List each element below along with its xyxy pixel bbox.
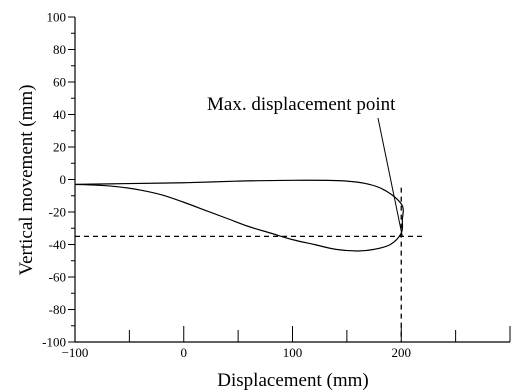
y-tick-label: -40 (49, 237, 66, 252)
y-tick-label: 20 (53, 140, 66, 155)
y-tick-label: -60 (49, 270, 66, 285)
y-tick-label: 100 (47, 10, 67, 25)
x-tick-label: 200 (392, 345, 412, 360)
x-axis-title: Displacement (mm) (217, 370, 368, 391)
y-tick-label: -20 (49, 205, 66, 220)
annotation-label: Max. displacement point (207, 94, 396, 115)
x-tick-label: 100 (283, 345, 303, 360)
x-tick-label: −100 (62, 345, 89, 360)
annotation-leader-line (378, 118, 402, 236)
y-tick-label: -80 (49, 302, 66, 317)
y-tick-label: 60 (53, 75, 66, 90)
y-tick-label: 80 (53, 42, 66, 57)
y-tick-label: 0 (60, 172, 67, 187)
y-tick-label: 40 (53, 107, 66, 122)
displacement-curve (75, 180, 403, 251)
x-tick-label: 0 (181, 345, 188, 360)
plot-layer (75, 180, 425, 342)
y-axis-title: Vertical movement (mm) (16, 85, 37, 276)
